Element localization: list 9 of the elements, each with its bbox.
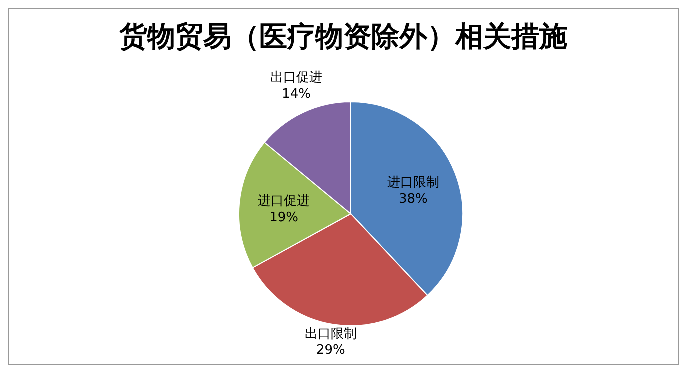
chart-title: 货物贸易（医疗物资除外）相关措施 [118,19,568,55]
slice-label: 出口限制 [304,326,357,342]
data-label: 38% [399,192,428,207]
slice-label: 进口限制 [387,176,440,191]
slice-label: 进口促进 [258,194,310,210]
data-label: 14% [282,86,311,102]
slice-label: 出口促进 [270,70,322,86]
data-label: 29% [316,343,346,358]
data-label: 19% [270,210,299,226]
